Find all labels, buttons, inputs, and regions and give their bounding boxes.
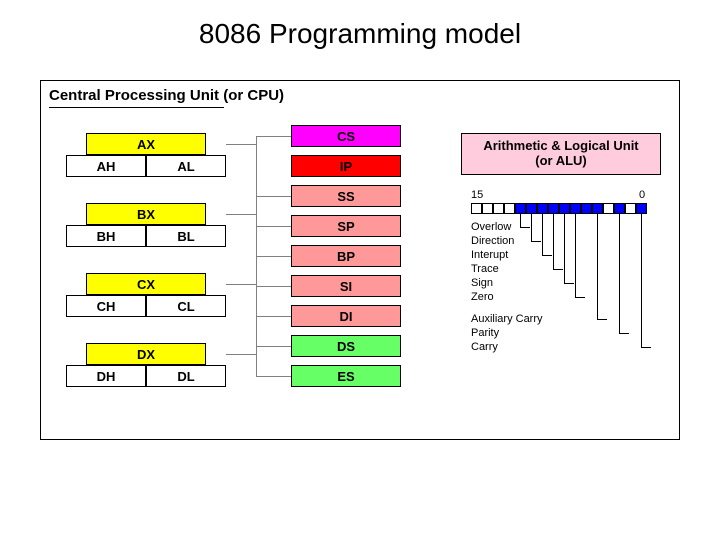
gp-lo-al: AL <box>146 155 226 177</box>
gp-hi-dh: DH <box>66 365 146 387</box>
flag-bit-10 <box>526 203 537 214</box>
gp-hi-ah: AH <box>66 155 146 177</box>
flags-bit-0: 0 <box>639 189 645 201</box>
gp-lo-dl: DL <box>146 365 226 387</box>
seg-reg-ss: SS <box>291 185 401 207</box>
flag-connector <box>520 227 530 228</box>
gp-hi-bh: BH <box>66 225 146 247</box>
flag-connector <box>641 347 651 348</box>
flag-connector <box>564 283 574 284</box>
flag-bit-8 <box>548 203 559 214</box>
flag-bit-11 <box>515 203 526 214</box>
diagram-frame: Central Processing Unit (or CPU) AXAHAL B… <box>40 80 680 440</box>
gp-full-ax: AX <box>86 133 206 155</box>
flag-connector <box>531 241 541 242</box>
flag-bit-0 <box>636 203 647 214</box>
flag-label-auxiliary-carry: Auxiliary Carry <box>471 313 543 325</box>
flag-connector <box>531 214 532 241</box>
seg-reg-si: SI <box>291 275 401 297</box>
flag-label-direction: Direction <box>471 235 514 247</box>
connector-line <box>226 354 256 355</box>
flag-connector <box>542 255 552 256</box>
page-title: 8086 Programming model <box>0 18 720 50</box>
seg-reg-di: DI <box>291 305 401 327</box>
connector-line <box>226 284 256 285</box>
connector-line <box>256 376 291 377</box>
seg-reg-es: ES <box>291 365 401 387</box>
gp-full-dx: DX <box>86 343 206 365</box>
flag-connector <box>597 319 607 320</box>
flag-bit-5 <box>581 203 592 214</box>
connector-line <box>256 136 291 137</box>
seg-reg-bp: BP <box>291 245 401 267</box>
connector-line <box>256 196 291 197</box>
flag-bit-6 <box>570 203 581 214</box>
flag-bit-13 <box>493 203 504 214</box>
flag-bit-4 <box>592 203 603 214</box>
gp-full-bx: BX <box>86 203 206 225</box>
flags-bit-15: 15 <box>471 189 483 201</box>
alu-box: Arithmetic & Logical Unit (or ALU) <box>461 133 661 175</box>
flag-connector <box>597 214 598 319</box>
gp-hi-ch: CH <box>66 295 146 317</box>
flag-connector <box>553 214 554 269</box>
flag-connector <box>619 333 629 334</box>
flag-bit-15 <box>471 203 482 214</box>
flag-label-interupt: Interupt <box>471 249 508 261</box>
cpu-header-underline <box>49 107 224 108</box>
flag-label-trace: Trace <box>471 263 499 275</box>
flag-bit-12 <box>504 203 515 214</box>
flag-bit-1 <box>625 203 636 214</box>
flag-connector <box>542 214 543 255</box>
flag-connector <box>520 214 521 227</box>
connector-line <box>256 286 291 287</box>
flag-label-zero: Zero <box>471 291 494 303</box>
connector-line <box>256 346 291 347</box>
alu-line1: Arithmetic & Logical Unit <box>483 138 638 153</box>
flag-bit-3 <box>603 203 614 214</box>
cpu-header: Central Processing Unit (or CPU) <box>49 87 284 104</box>
flag-label-carry: Carry <box>471 341 498 353</box>
seg-reg-ds: DS <box>291 335 401 357</box>
flag-bit-14 <box>482 203 493 214</box>
seg-reg-sp: SP <box>291 215 401 237</box>
connector-line <box>226 144 256 145</box>
flag-label-sign: Sign <box>471 277 493 289</box>
flag-connector <box>641 214 642 347</box>
seg-reg-ip: IP <box>291 155 401 177</box>
gp-lo-cl: CL <box>146 295 226 317</box>
connector-line <box>256 316 291 317</box>
seg-reg-cs: CS <box>291 125 401 147</box>
gp-full-cx: CX <box>86 273 206 295</box>
gp-lo-bl: BL <box>146 225 226 247</box>
flag-label-overlow: Overlow <box>471 221 511 233</box>
alu-line2: (or ALU) <box>462 153 660 168</box>
connector-line <box>226 214 256 215</box>
flag-connector <box>619 214 620 333</box>
flag-connector <box>553 269 563 270</box>
connector-line <box>256 226 291 227</box>
flag-bit-2 <box>614 203 625 214</box>
flag-connector <box>575 214 576 297</box>
flag-label-parity: Parity <box>471 327 499 339</box>
connector-line <box>256 256 291 257</box>
flag-connector <box>564 214 565 283</box>
flag-connector <box>575 297 585 298</box>
flag-bit-9 <box>537 203 548 214</box>
flag-bit-7 <box>559 203 570 214</box>
